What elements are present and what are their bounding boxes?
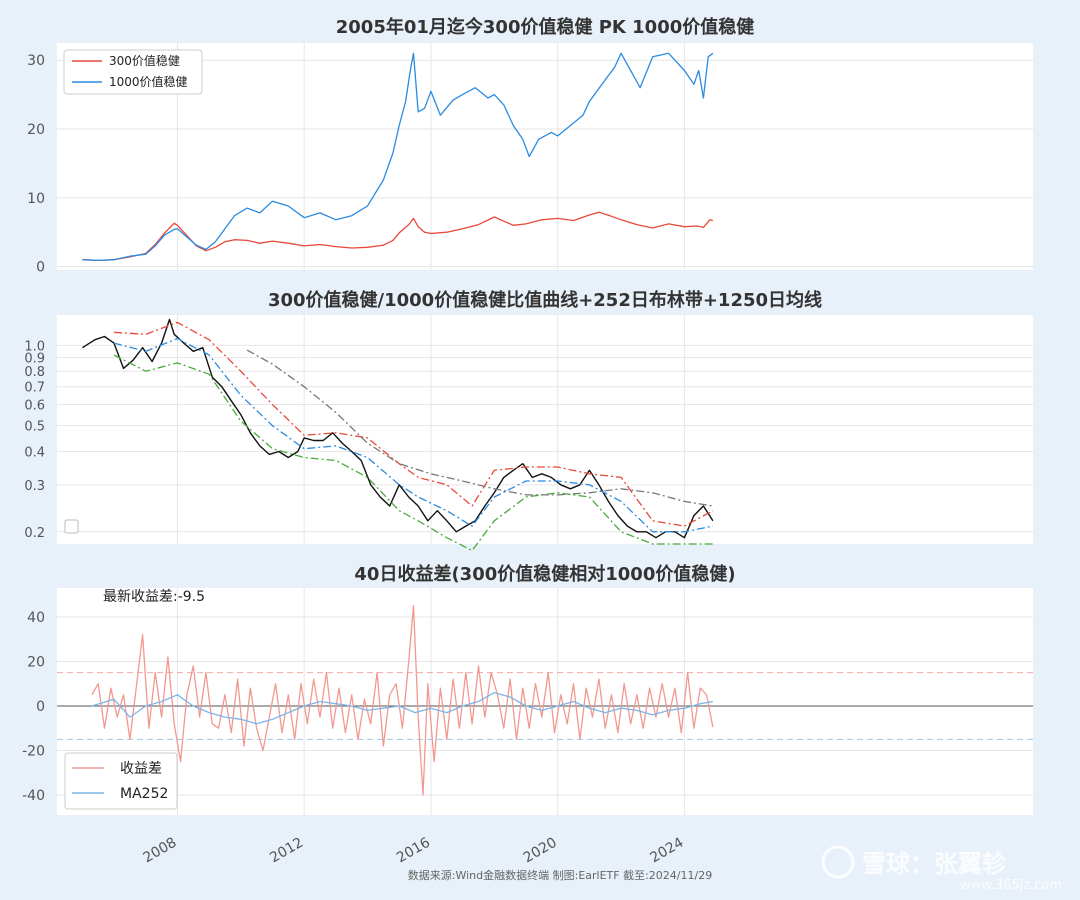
watermark-url: www.365jz.com: [960, 878, 1062, 893]
x-tick-label: 2012: [267, 835, 306, 867]
panel-2-bg: [57, 315, 1033, 544]
x-tick-label: 2024: [648, 835, 687, 867]
latest-spread-annotation: 最新收益差:-9.5: [103, 589, 205, 605]
x-tick-label: 2020: [521, 835, 560, 867]
y-tick-label: 10: [27, 191, 45, 207]
y-tick-label: 0: [36, 260, 45, 276]
series-line-p3-2: [91, 691, 714, 725]
series-line-p2-1: [82, 318, 714, 539]
panel-1-title: 2005年01月迄今300价值稳健 PK 1000价值稳健: [336, 16, 755, 38]
y-tick-label: 0.3: [24, 479, 45, 494]
y-tick-label: 0.7: [24, 381, 45, 396]
x-tick-label: 2008: [141, 835, 180, 867]
watermark-text: 雪球：张翼轸: [862, 850, 1007, 878]
y-tick-label: 0.6: [24, 399, 45, 414]
y-tick-label: 0: [36, 699, 45, 715]
y-tick-label: 0.4: [24, 446, 45, 461]
panel-3-bg: [57, 588, 1033, 815]
panel-3-title: 40日收益差(300价值稳健相对1000价值稳健): [354, 563, 735, 585]
watermark-logo-icon: [821, 845, 855, 879]
footer-source: 数据来源:Wind金融数据终端 制图:EarlETF 截至:2024/11/29: [408, 868, 712, 882]
legend-label-ma252: MA252: [120, 786, 168, 802]
legend-label-300: 300价值稳健: [109, 53, 180, 68]
y-tick-label: -40: [22, 788, 45, 804]
y-tick-label: 20: [27, 654, 45, 670]
panel-3-legend: 收益差 MA252: [64, 752, 178, 810]
series-line-p1-1: [82, 211, 714, 262]
panel-1-bg: [57, 43, 1033, 270]
y-tick-label: 0.5: [24, 420, 45, 435]
panel-1-legend: 300价值稳健 1000价值稳健: [63, 49, 203, 95]
series-line-p2-2: [113, 321, 714, 527]
y-tick-label: 1.0: [24, 339, 45, 354]
y-tick-label: 0.2: [24, 526, 45, 541]
x-tick-label: 2016: [394, 835, 433, 867]
series-line-p2-4: [113, 354, 713, 552]
y-tick-label: 0.9: [24, 352, 45, 367]
panel-2-title: 300价值稳健/1000价值稳健比值曲线+252日布林带+1250日均线: [268, 289, 822, 311]
y-tick-label: -20: [22, 743, 45, 759]
series-line-p2-3: [113, 337, 714, 533]
legend-label-1000: 1000价值稳健: [109, 74, 188, 89]
series-line-p1-2: [82, 52, 714, 262]
y-tick-label: 0.8: [24, 365, 45, 380]
y-tick-label: 40: [27, 610, 45, 626]
legend-label-spread: 收益差: [120, 761, 162, 777]
y-tick-label: 30: [27, 53, 45, 69]
y-tick-label: 20: [27, 122, 45, 138]
panel-2-legend-box: [64, 519, 79, 534]
series-line-p2-5: [246, 349, 714, 507]
